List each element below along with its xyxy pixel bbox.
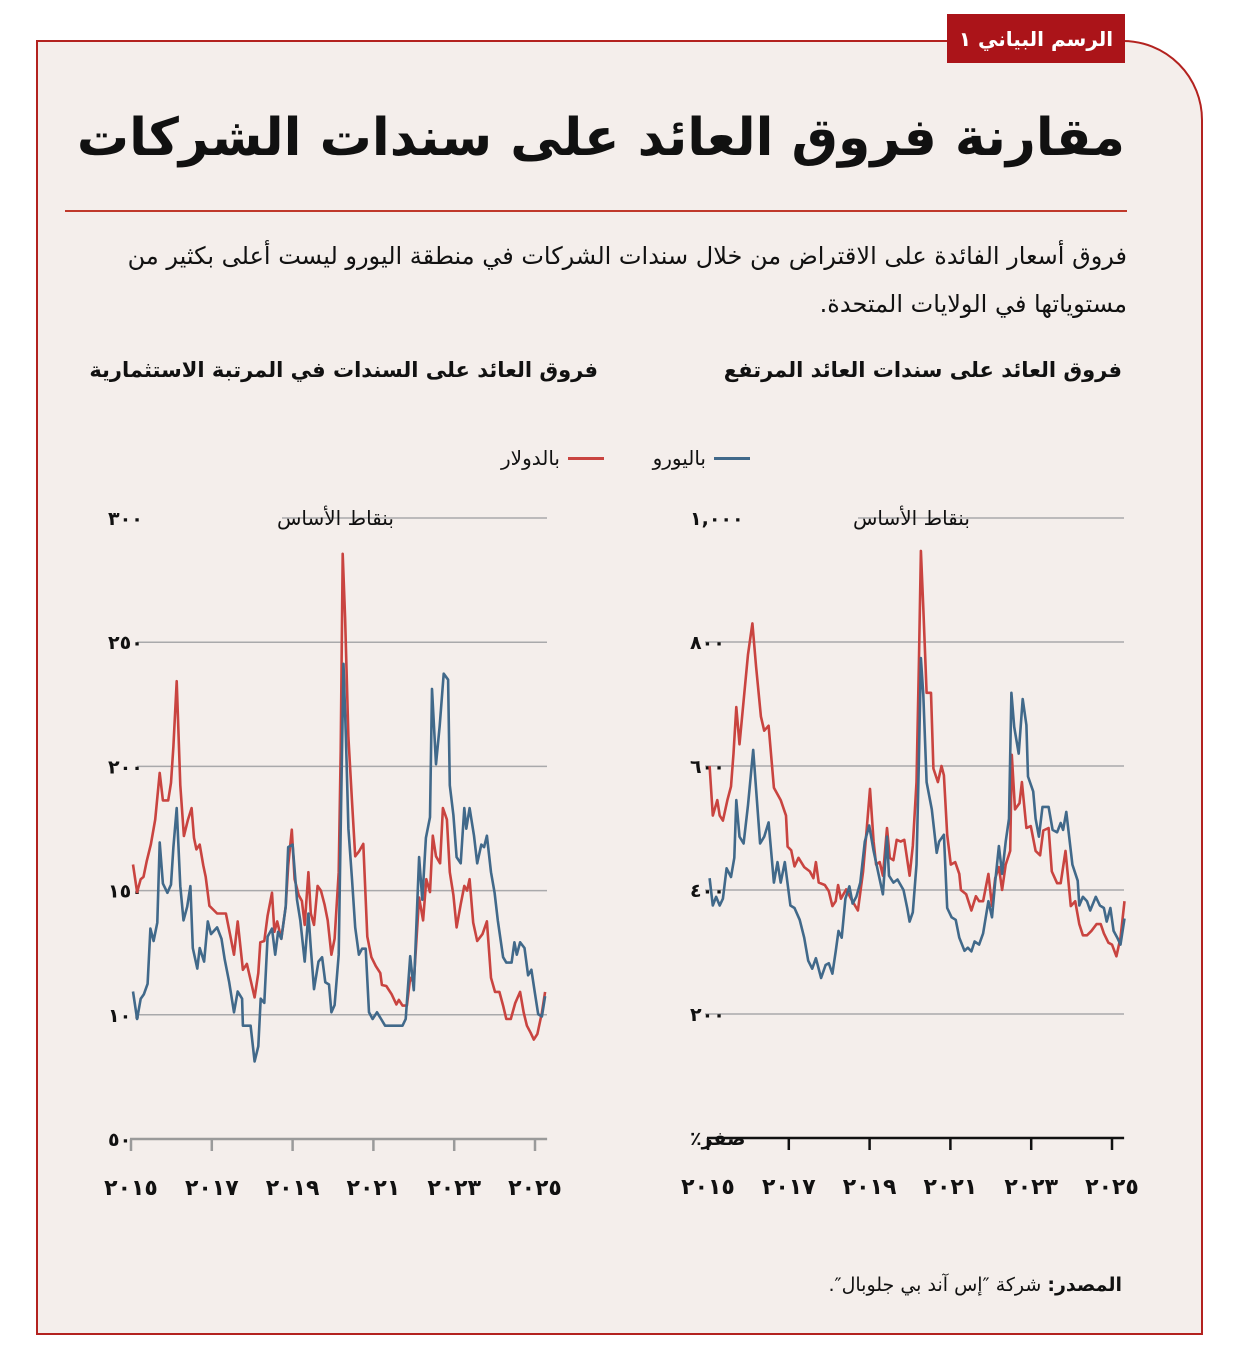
title-divider [65,210,1127,212]
panel-title-high-yield: فروق العائد على سندات العائد المرتفع [723,358,1122,382]
x-tick-label-high-yield: ٢٠١٥ [681,1175,735,1200]
source-note: المصدر: شركة ″إس آند بي جلوبال″. [828,1274,1122,1296]
x-tick-label-high-yield: ٢٠٢١ [924,1175,978,1200]
chart-frame [36,40,1203,1335]
y-tick-label-investment-grade: ٢٠٠ [108,756,143,778]
x-tick-label-investment-grade: ٢٠٢٣ [427,1176,481,1201]
legend-item-dollar: بالدولار [501,446,604,470]
y-tick-label-high-yield: ٦٠٠ [690,756,725,778]
y-tick-label-high-yield: ٢٠٠ [690,1004,725,1026]
legend-item-euro: باليورو [653,446,750,470]
x-tick-label-high-yield: ٢٠١٧ [762,1175,816,1200]
y-tick-label-investment-grade: ٥٠ [108,1129,131,1151]
y-tick-label-investment-grade: ١٥٠ [108,881,143,903]
series-line-dollar-high-yield [708,549,1126,958]
y-tick-label-investment-grade: ١٠٠ [108,1005,143,1027]
x-tick-label-high-yield: ٢٠٢٣ [1004,1175,1058,1200]
x-tick-label-investment-grade: ٢٠١٧ [185,1176,239,1201]
chart-title: مقارنة فروق العائد على سندات الشركات [76,108,1125,168]
chart-number-tag: الرسم البياني ١ [947,14,1125,63]
y-tick-label-high-yield: ١,٠٠٠ [690,508,744,530]
x-tick-label-high-yield: ٢٠١٩ [843,1175,897,1200]
legend-label-euro: باليورو [652,446,706,470]
series-line-dollar-investment-grade [131,552,547,1041]
source-text: شركة ″إس آند بي جلوبال″. [828,1274,1048,1296]
x-tick-label-high-yield: ٢٠٢٥ [1085,1175,1139,1200]
legend-swatch-euro [714,456,750,460]
series-line-euro-investment-grade [131,662,547,1063]
chart-subtitle: فروق أسعار الفائدة على الاقتراض من خلال … [127,242,1127,318]
series-line-euro-high-yield [708,656,1126,980]
x-tick-label-investment-grade: ٢٠٢١ [347,1176,401,1201]
y-tick-label-high-yield: ٤٠٠ [690,880,725,902]
y-tick-label-investment-grade: ٣٠٠ [108,508,143,530]
x-tick-label-investment-grade: ٢٠٢٥ [508,1176,562,1201]
y-unit-label-investment-grade: بنقاط الأساس [277,506,394,530]
y-tick-label-investment-grade: ٢٥٠ [108,632,143,654]
y-tick-label-high-yield: ٨٠٠ [690,632,725,654]
legend-swatch-dollar [568,456,604,460]
x-tick-label-investment-grade: ٢٠١٥ [104,1176,158,1201]
source-label: المصدر: [1047,1274,1122,1296]
x-tick-label-investment-grade: ٢٠١٩ [266,1176,320,1201]
legend-label-dollar: بالدولار [501,446,560,470]
panel-title-investment-grade: فروق العائد على السندات في المرتبة الاست… [89,358,598,382]
y-unit-label-high-yield: بنقاط الأساس [853,506,970,530]
